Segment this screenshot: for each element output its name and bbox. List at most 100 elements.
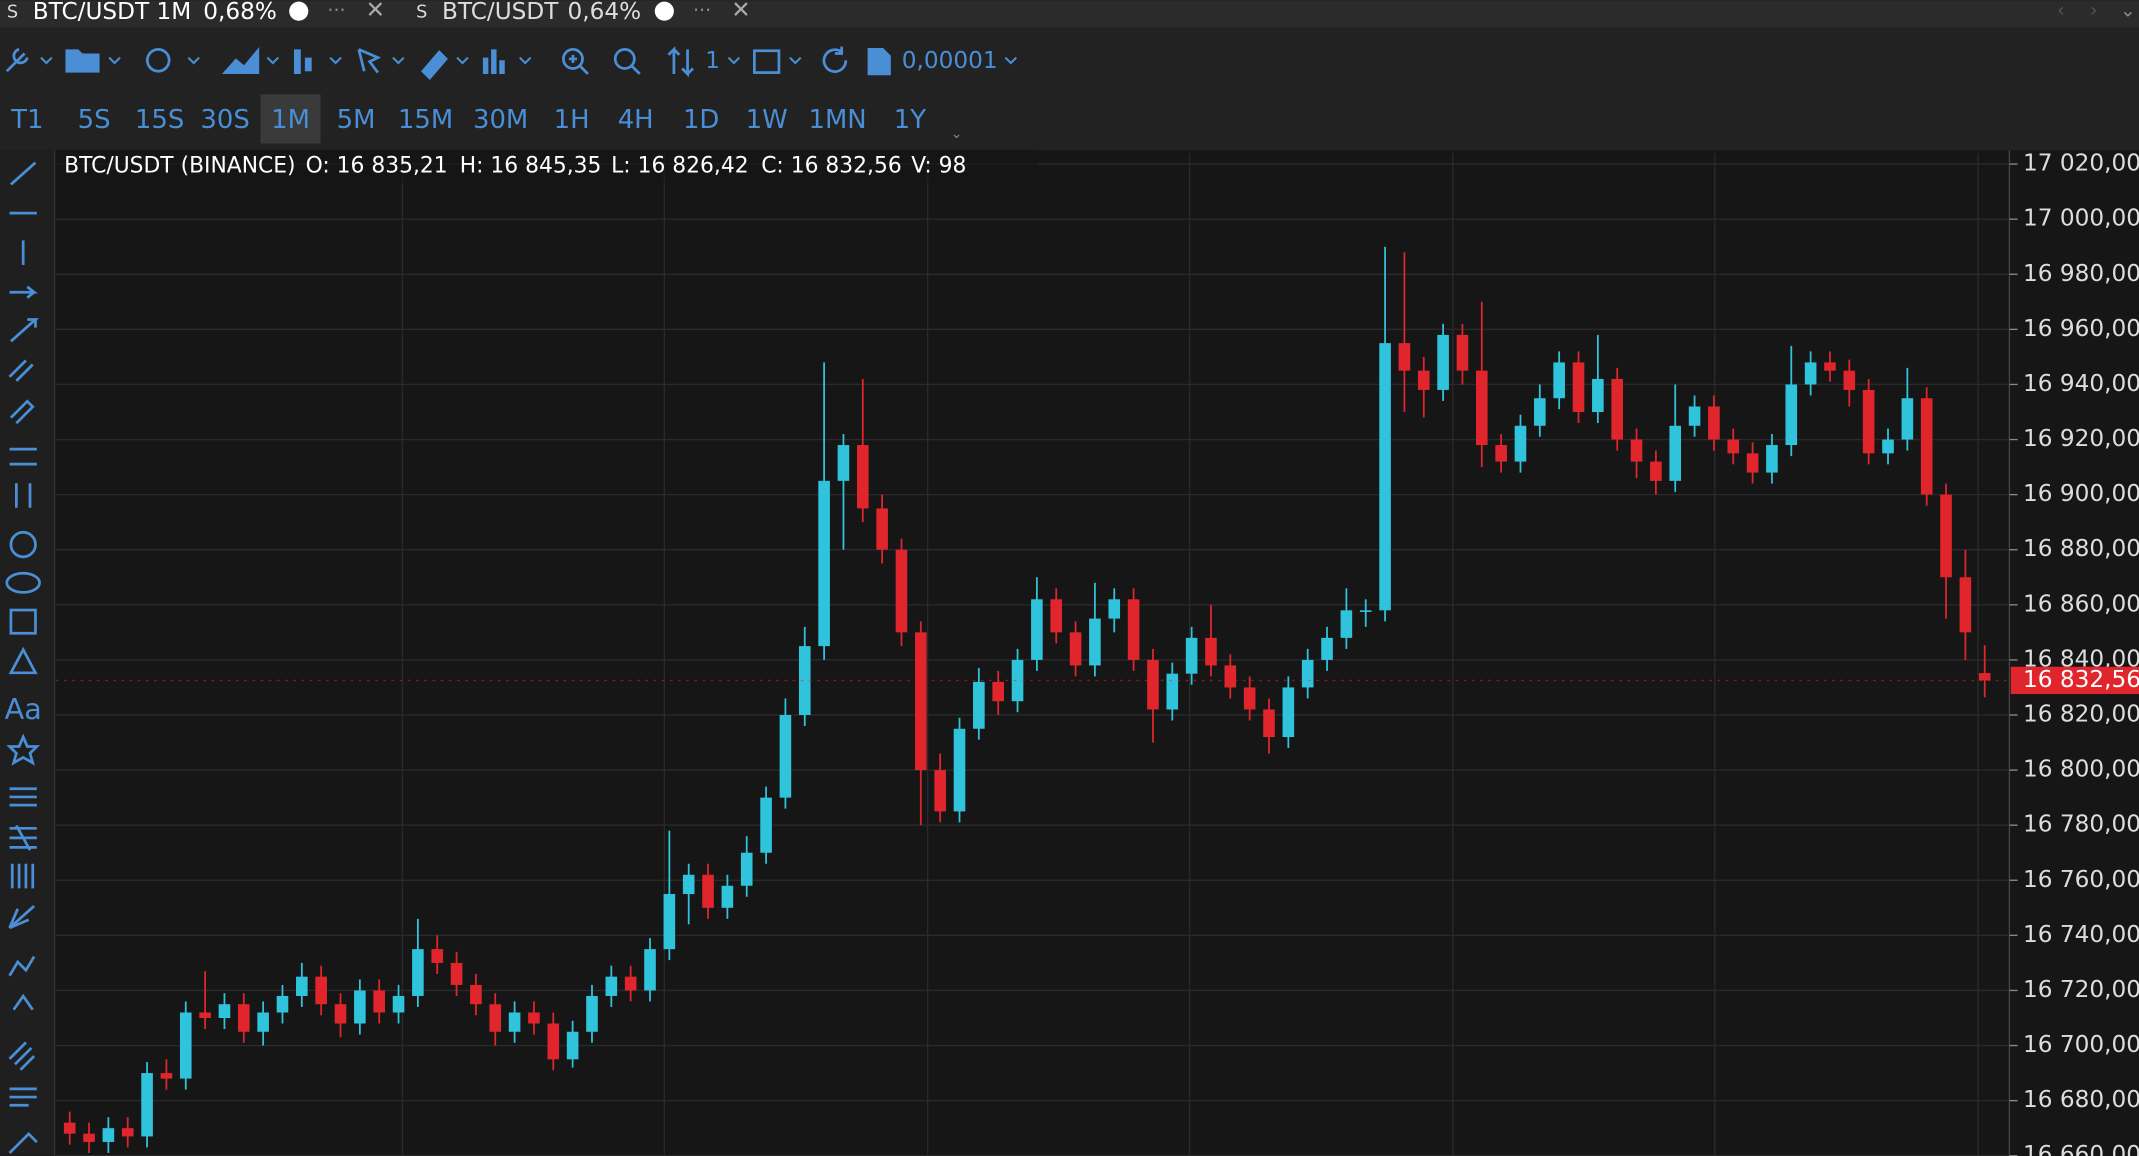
candle-body <box>837 445 850 481</box>
toolbar-icons[interactable] <box>5 46 1018 81</box>
candle-body <box>644 949 656 991</box>
tab-symbol: BTC/USDT 1M <box>33 0 192 25</box>
tool-zoom-in[interactable] <box>562 48 584 70</box>
candle-body <box>1456 334 1469 371</box>
tool-cursor[interactable] <box>357 48 382 74</box>
timeframe-button[interactable]: 30S <box>200 105 249 135</box>
timeframe-button[interactable]: 15M <box>398 105 453 135</box>
timeframe-button[interactable]: 1MN <box>808 105 866 135</box>
tab-more[interactable]: ··· <box>693 0 711 22</box>
scroll-left[interactable]: ‹ <box>2057 0 2065 22</box>
tool-file[interactable] <box>867 48 891 76</box>
scroll-right[interactable]: › <box>2090 0 2098 22</box>
tab-bar <box>0 0 2139 28</box>
timeframe-button[interactable]: 15S <box>135 105 184 135</box>
candle-body <box>1785 384 1798 446</box>
timeframe-button[interactable]: 1H <box>554 105 590 135</box>
legend-high: H: 16 845,35 <box>460 154 602 179</box>
tab-menu[interactable]: ⌄ <box>2120 0 2136 22</box>
candle-body <box>1437 334 1449 390</box>
candle-body <box>1263 709 1275 738</box>
candle-body <box>1920 398 1933 495</box>
candle-body <box>1166 673 1179 710</box>
plot: 17 020,00 17 000,00 16 980,00 16 960,00 16 9… <box>55 150 2139 1156</box>
candle-body <box>1630 439 1643 462</box>
candle-body <box>1824 362 1836 371</box>
y-tick-label: 16 720,00 <box>2023 976 2139 1003</box>
tick-size[interactable]: 0,00001 <box>902 47 998 74</box>
candle-body <box>1147 659 1159 710</box>
timeframe-button[interactable]: 1Y <box>894 105 926 135</box>
candle-body <box>895 549 908 633</box>
tool-volume[interactable] <box>482 49 505 74</box>
last-price-tag <box>2010 666 2139 695</box>
y-tick-label: 16 960,00 <box>2023 315 2139 342</box>
tool-refresh[interactable] <box>822 46 848 73</box>
candle-body <box>915 632 927 771</box>
candle-body <box>1611 378 1623 440</box>
tool-sort[interactable] <box>667 46 694 78</box>
tool-pen[interactable] <box>421 50 448 81</box>
candle-body <box>721 885 734 908</box>
timeframe-button[interactable]: 30M <box>473 105 528 135</box>
candle-body <box>412 949 424 996</box>
toolbar <box>0 27 2139 151</box>
y-tick-label: 16 900,00 <box>2023 480 2139 507</box>
candle-body <box>1650 461 1662 481</box>
tab[interactable]: S BTC/USDT 1M 0,68% ··· ✕ <box>7 0 385 25</box>
candle-body <box>1843 370 1856 390</box>
candle-body <box>1514 425 1527 462</box>
timeframe-button[interactable]: 5M <box>337 105 376 135</box>
candle-body <box>1727 439 1740 454</box>
tool-folder[interactable] <box>65 49 100 73</box>
candle-body <box>218 1004 231 1018</box>
candle-body <box>354 990 366 1024</box>
chart-area <box>0 150 2139 1156</box>
tool-calendar[interactable] <box>753 49 781 74</box>
tool-clock[interactable] <box>145 48 171 73</box>
candle-body <box>1978 673 1991 681</box>
candle-body <box>818 480 830 647</box>
legend-open: O: 16 835,21 <box>306 154 448 179</box>
y-tick-label: 16 880,00 <box>2023 535 2139 562</box>
y-tick-label: 16 820,00 <box>2023 700 2139 727</box>
tool-chart-type[interactable] <box>222 46 260 74</box>
candle-body <box>528 1012 540 1024</box>
candle-body <box>779 714 792 798</box>
candle-body <box>160 1073 173 1079</box>
timeframe-button[interactable]: 1W <box>746 105 788 135</box>
candle-body <box>798 646 811 715</box>
tool-wrench[interactable] <box>5 48 29 73</box>
tool-zoom[interactable] <box>613 48 636 70</box>
candle-body <box>1089 618 1101 666</box>
y-tick-label: 16 680,00 <box>2023 1086 2139 1113</box>
candle-body <box>760 797 772 853</box>
candle-body <box>199 1012 211 1018</box>
timeframe-button[interactable]: T1 <box>10 105 43 135</box>
timeframe-more[interactable]: ⌄ <box>951 126 962 142</box>
timeframe-bar: T1 5S 15S 30S 1M 5M 15M 30M 1H 4H 1D 1W 1MN 1Y ⌄ <box>10 94 962 144</box>
candle-body <box>141 1073 153 1137</box>
tab-close[interactable]: ✕ <box>731 0 750 24</box>
drawing-tools[interactable] <box>5 161 41 1154</box>
text-tool[interactable]: Aa <box>5 692 42 726</box>
candle-body <box>1379 343 1391 611</box>
quantity[interactable]: 1 <box>705 47 720 74</box>
timeframe-button[interactable]: 1D <box>683 105 719 135</box>
tool-indicator[interactable] <box>293 49 312 74</box>
timeframe-button[interactable]: 4H <box>618 105 654 135</box>
tab[interactable]: S BTC/USDT 0,64% ··· ✕ <box>416 0 751 25</box>
candle-body <box>63 1122 76 1134</box>
tab-close[interactable]: ✕ <box>366 0 385 24</box>
candle-body <box>508 1012 521 1032</box>
candle-body <box>1185 637 1198 674</box>
candle-body <box>121 1128 134 1137</box>
timeframe-button[interactable]: 1M <box>271 105 310 135</box>
timeframe-button[interactable]: 5S <box>78 105 111 135</box>
y-tick-label: 16 660,00 <box>2023 1141 2139 1156</box>
y-tick-label: 16 940,00 <box>2023 370 2139 397</box>
candle-body <box>953 728 966 812</box>
tab-more[interactable]: ··· <box>327 0 345 22</box>
